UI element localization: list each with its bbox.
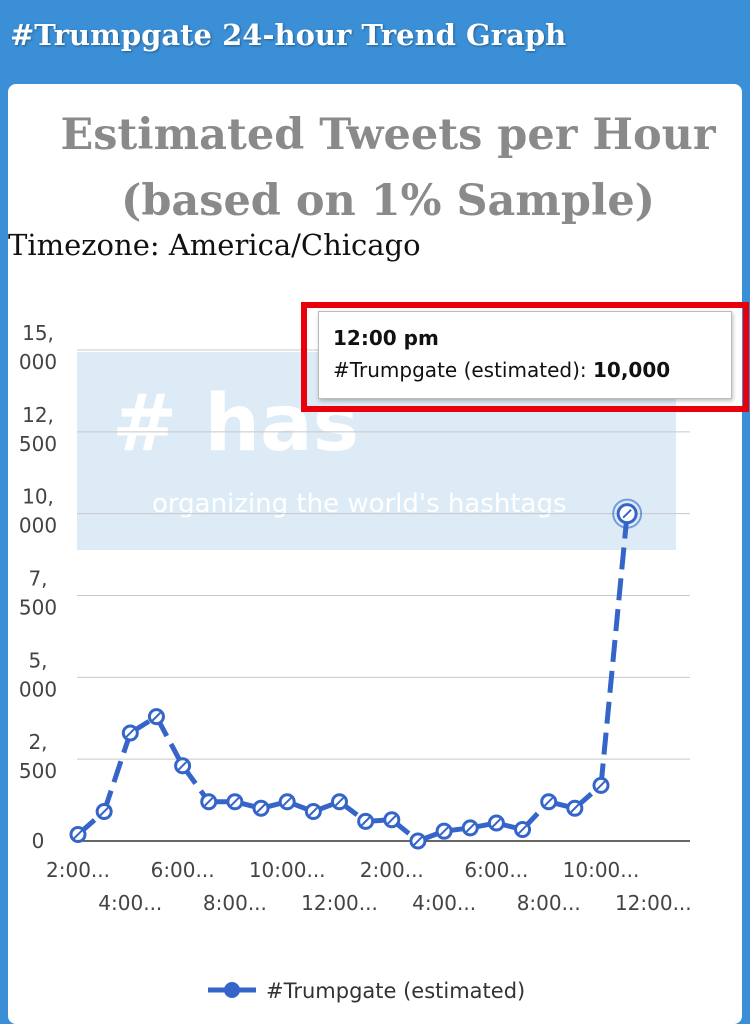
y-tick-label: 000 [19, 350, 57, 374]
data-point-hatch [622, 508, 632, 519]
header-bar: #Trumpgate 24-hour Trend Graph [0, 0, 750, 84]
chart-title-line1: Estimated Tweets per Hour [60, 110, 716, 160]
x-tick-label: 8:00... [203, 891, 267, 915]
series-line-segment [154, 715, 185, 767]
data-point-hatch [73, 829, 83, 840]
legend-label: #Trumpgate (estimated) [266, 979, 525, 1003]
x-tick-label: 4:00... [98, 891, 162, 915]
chart-card: Estimated Tweets per Hour (based on 1% S… [8, 84, 742, 1024]
data-point-hatch [99, 806, 109, 817]
x-tick-label: 6:00... [464, 858, 528, 882]
chart-title: Estimated Tweets per Hour (based on 1% S… [8, 102, 742, 234]
selected-point-halo [612, 498, 643, 529]
y-tick-label: 000 [19, 677, 57, 701]
y-tick-label: 500 [19, 759, 57, 783]
tooltip-time: 12:00 pm [333, 326, 439, 350]
y-tick-label: 12, [22, 403, 54, 427]
x-tick-label: 4:00... [412, 891, 476, 915]
x-tick-label: 2:00... [46, 858, 110, 882]
y-tick-label: 15, [22, 321, 54, 345]
y-tick-label: 500 [19, 596, 57, 620]
data-point-hatch [125, 728, 136, 738]
data-point-hatch [308, 806, 319, 817]
series-line-segment [101, 732, 133, 813]
series-line-segment [598, 513, 630, 786]
x-tick-label: 2:00... [360, 858, 424, 882]
tooltip-value: 10,000 [592, 358, 671, 382]
y-tick-label: 5, [28, 648, 47, 672]
x-tick-label: 10:00... [563, 858, 640, 882]
data-point-hatch [570, 803, 580, 813]
y-tick-label: 10, [22, 485, 54, 509]
x-tick-label: 12:00... [615, 891, 692, 915]
data-point-hatch [282, 797, 292, 807]
y-tick-label: 000 [19, 514, 57, 538]
x-tick-label: 6:00... [151, 858, 215, 882]
tooltip-line: #Trumpgate (estimated): 10,000 [333, 358, 670, 382]
data-point-hatch [596, 780, 606, 791]
data-point-hatch [230, 797, 240, 807]
data-point-hatch [413, 836, 423, 846]
watermark-main-text: # has [112, 379, 359, 469]
highlight-box [301, 302, 749, 412]
data-point-hatch [491, 818, 502, 828]
chart-title-line2: (based on 1% Sample) [120, 176, 656, 226]
x-tick-label: 8:00... [517, 891, 581, 915]
x-tick-label: 10:00... [249, 858, 326, 882]
data-tooltip: 12:00 pm #Trumpgate (estimated): 10,000 [318, 311, 732, 399]
data-point-hatch [151, 711, 162, 722]
y-tick-label: 0 [32, 829, 45, 853]
page-title: #Trumpgate 24-hour Trend Graph [10, 18, 567, 52]
tooltip-series: #Trumpgate (estimated): [333, 358, 587, 382]
x-tick-label: 12:00... [301, 891, 378, 915]
y-tick-label: 7, [28, 567, 47, 591]
data-point-hatch [465, 823, 475, 833]
data-point-hatch [387, 815, 397, 825]
data-point-hatch [439, 826, 449, 836]
y-tick-label: 500 [19, 432, 57, 456]
data-point-hatch [543, 797, 554, 807]
data-point-hatch [204, 797, 214, 807]
data-point-hatch [256, 803, 266, 813]
data-point-hatch [517, 824, 528, 835]
watermark-tagline: organizing the world's hashtags [152, 489, 567, 519]
timezone-label: Timezone: America/Chicago [8, 228, 421, 262]
legend: #Trumpgate (estimated) [208, 979, 525, 1003]
data-point-hatch [177, 761, 188, 771]
y-tick-label: 2, [28, 730, 47, 754]
legend-swatch-marker [224, 982, 240, 998]
data-point-hatch [334, 797, 345, 807]
data-point-hatch [360, 816, 371, 827]
